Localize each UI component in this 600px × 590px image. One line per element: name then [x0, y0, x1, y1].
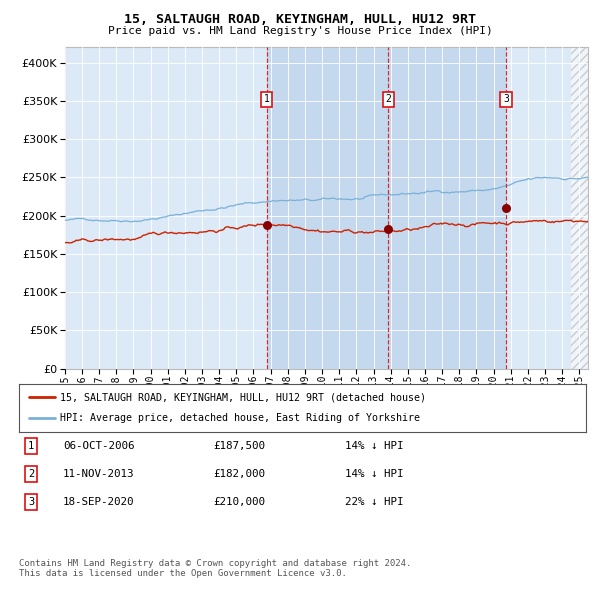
Text: 3: 3 — [28, 497, 34, 507]
Text: Price paid vs. HM Land Registry's House Price Index (HPI): Price paid vs. HM Land Registry's House … — [107, 26, 493, 36]
Text: 2: 2 — [28, 470, 34, 479]
Text: £210,000: £210,000 — [213, 497, 265, 507]
Text: £187,500: £187,500 — [213, 441, 265, 451]
Text: 06-OCT-2006: 06-OCT-2006 — [63, 441, 134, 451]
Text: 15, SALTAUGH ROAD, KEYINGHAM, HULL, HU12 9RT: 15, SALTAUGH ROAD, KEYINGHAM, HULL, HU12… — [124, 13, 476, 26]
Text: £182,000: £182,000 — [213, 470, 265, 479]
Text: HPI: Average price, detached house, East Riding of Yorkshire: HPI: Average price, detached house, East… — [60, 414, 420, 424]
Bar — [266, 47, 506, 369]
Text: 2: 2 — [385, 94, 391, 104]
Text: 18-SEP-2020: 18-SEP-2020 — [63, 497, 134, 507]
Text: 11-NOV-2013: 11-NOV-2013 — [63, 470, 134, 479]
Text: 22% ↓ HPI: 22% ↓ HPI — [345, 497, 404, 507]
Text: 14% ↓ HPI: 14% ↓ HPI — [345, 470, 404, 479]
Bar — [571, 47, 588, 369]
Text: Contains HM Land Registry data © Crown copyright and database right 2024.
This d: Contains HM Land Registry data © Crown c… — [19, 559, 412, 578]
Text: 1: 1 — [263, 94, 269, 104]
Text: 15, SALTAUGH ROAD, KEYINGHAM, HULL, HU12 9RT (detached house): 15, SALTAUGH ROAD, KEYINGHAM, HULL, HU12… — [60, 392, 426, 402]
Text: 14% ↓ HPI: 14% ↓ HPI — [345, 441, 404, 451]
Text: 3: 3 — [503, 94, 509, 104]
Text: 1: 1 — [28, 441, 34, 451]
